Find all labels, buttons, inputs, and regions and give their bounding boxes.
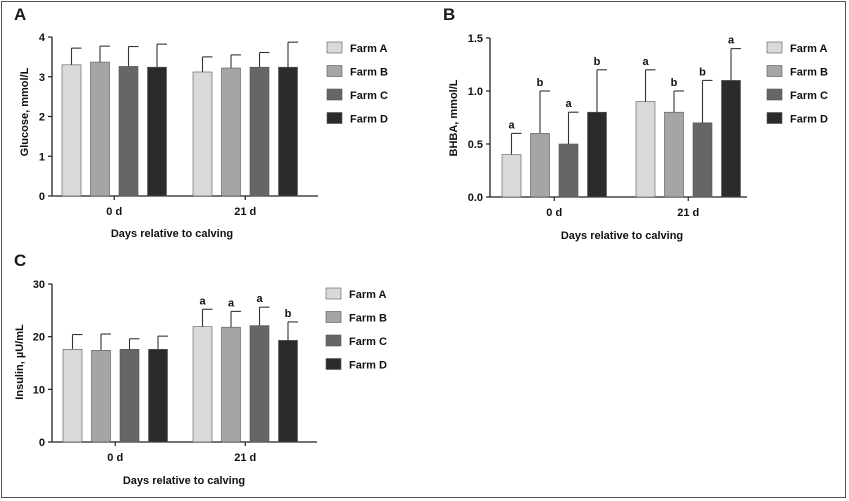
- panel-c-y-tick-label: 20: [33, 332, 45, 344]
- panel-c-y-tick-label: 30: [33, 279, 45, 291]
- panel-a-legend-label: Farm B: [350, 67, 388, 79]
- panel-b-bar: [692, 122, 713, 198]
- panel-a-y-tick-label: 1: [39, 151, 45, 163]
- panel-b-y-axis-title: BHBA, mmol/L: [448, 79, 460, 156]
- panel-a-bar: [249, 66, 270, 197]
- panel-a-legend-swatch: [326, 88, 343, 101]
- panel-a-legend-label: Farm A: [350, 43, 388, 55]
- panel-b-significance-letter: b: [671, 77, 678, 89]
- panel-a-legend-label: Farm D: [350, 114, 388, 126]
- panel-c-letter: C: [14, 251, 26, 270]
- panel-b-legend-label: Farm B: [790, 67, 828, 79]
- panel-a-category-label: 21 d: [234, 206, 256, 218]
- panel-b-y-tick-label: 0.5: [468, 139, 483, 151]
- panel-a-legend-label: Farm C: [350, 90, 388, 102]
- panel-b-legend-label: Farm A: [790, 43, 828, 55]
- panel-b-plot: 0.0 0.5 1.0 1.5 0 d a b a b 21 d a b b a: [468, 33, 747, 219]
- panel-a-bar: [221, 67, 241, 197]
- panel-c-significance-letter: a: [199, 295, 206, 307]
- panel-a-bar: [118, 66, 139, 197]
- panel-b-category-label: 0 d: [546, 207, 562, 219]
- panel-c-bar: [148, 349, 168, 443]
- panel-b-significance-letter: a: [508, 119, 515, 131]
- panel-c-legend-swatch: [325, 287, 342, 300]
- panel-c-legend-label: Farm C: [349, 336, 387, 348]
- panel-b-y-tick-label: 0.0: [468, 192, 483, 204]
- panel-c: C Insulin, µU/mL Days relative to calvin…: [14, 251, 387, 487]
- panel-c-legend-swatch: [325, 311, 342, 323]
- panel-a-category-label: 0 d: [106, 206, 122, 218]
- panel-c-bar: [91, 350, 111, 443]
- panel-b-legend-swatch: [766, 112, 783, 124]
- panel-a-y-tick-label: 3: [39, 72, 45, 84]
- panel-b-significance-letter: a: [728, 35, 735, 47]
- panel-c-bar: [192, 326, 213, 443]
- panel-c-bar: [62, 349, 83, 443]
- panel-a: A Glucose, mmol/L Days relative to calvi…: [14, 5, 388, 240]
- panel-c-significance-letter: b: [285, 308, 292, 320]
- panel-c-category-label: 21 d: [234, 452, 256, 464]
- panel-b-bar: [664, 111, 684, 198]
- panel-b-significance-letter: a: [642, 56, 649, 68]
- panel-b-significance-letter: a: [565, 98, 572, 110]
- panel-c-bar: [119, 349, 140, 443]
- panel-c-legend-label: Farm D: [349, 360, 387, 372]
- panel-a-bar: [61, 64, 82, 197]
- panel-b-bar: [530, 133, 550, 198]
- panel-a-legend-swatch: [326, 65, 343, 77]
- panel-c-category-label: 0 d: [107, 452, 123, 464]
- panel-b-bar: [721, 80, 741, 198]
- panel-c-x-axis-title: Days relative to calving: [123, 475, 245, 487]
- panel-c-legend: Farm A Farm B Farm C Farm D: [325, 287, 387, 372]
- panel-c-legend-swatch: [325, 358, 342, 370]
- panel-c-plot: 0 10 20 30 0 d 21 d a a a b: [33, 279, 317, 464]
- panel-b-legend: Farm A Farm B Farm C Farm D: [766, 41, 828, 126]
- panel-c-bar: [221, 326, 241, 443]
- panel-c-legend-label: Farm A: [349, 289, 387, 301]
- panel-b-legend-label: Farm D: [790, 114, 828, 126]
- panel-a-bar: [278, 66, 298, 197]
- panel-a-bar: [147, 66, 167, 197]
- panel-c-legend-swatch: [325, 334, 342, 347]
- panel-b-bar: [587, 111, 607, 198]
- panel-a-plot: 0 1 2 3 4 0 d 21 d: [39, 32, 318, 218]
- panel-b-y-tick-label: 1.0: [468, 86, 483, 98]
- panel-c-bar: [249, 325, 270, 443]
- panel-b-legend-swatch: [766, 41, 783, 54]
- panel-a-y-axis-title: Glucose, mmol/L: [19, 67, 31, 156]
- panel-b-legend-label: Farm C: [790, 90, 828, 102]
- panel-a-legend: Farm A Farm B Farm C Farm D: [326, 41, 388, 126]
- panel-a-y-tick-label: 4: [39, 32, 46, 44]
- panel-b-significance-letter: b: [594, 56, 601, 68]
- panel-b-legend-swatch: [766, 65, 783, 77]
- panel-b-bar: [501, 154, 522, 198]
- panel-b-legend-swatch: [766, 88, 783, 101]
- panel-c-significance-letter: a: [228, 297, 235, 309]
- panel-b-y-tick-label: 1.5: [468, 33, 483, 45]
- panel-c-y-axis-title: Insulin, µU/mL: [14, 324, 26, 400]
- panel-b-x-axis-title: Days relative to calving: [561, 230, 683, 242]
- panel-b-significance-letter: b: [537, 77, 544, 89]
- panel-a-bar: [192, 71, 213, 197]
- panel-a-legend-swatch: [326, 41, 343, 54]
- panel-b-bar: [558, 143, 579, 198]
- panel-a-legend-swatch: [326, 112, 343, 124]
- panel-b-category-label: 21 d: [677, 207, 699, 219]
- panel-b-significance-letter: b: [699, 66, 706, 78]
- panel-a-letter: A: [14, 5, 26, 24]
- panel-a-bar: [90, 61, 110, 197]
- panel-b-bar: [635, 101, 656, 198]
- panel-c-significance-letter: a: [256, 293, 263, 305]
- panel-c-y-tick-label: 10: [33, 384, 45, 396]
- panel-a-y-tick-label: 2: [39, 112, 45, 124]
- panel-b: B BHBA, mmol/L Days relative to calving …: [443, 5, 828, 242]
- panel-a-x-axis-title: Days relative to calving: [111, 228, 233, 240]
- panel-a-y-tick-label: 0: [39, 191, 45, 203]
- panel-b-letter: B: [443, 5, 455, 24]
- panel-c-legend-label: Farm B: [349, 313, 387, 325]
- panel-c-y-tick-label: 0: [39, 437, 45, 449]
- panel-c-bar: [278, 340, 298, 443]
